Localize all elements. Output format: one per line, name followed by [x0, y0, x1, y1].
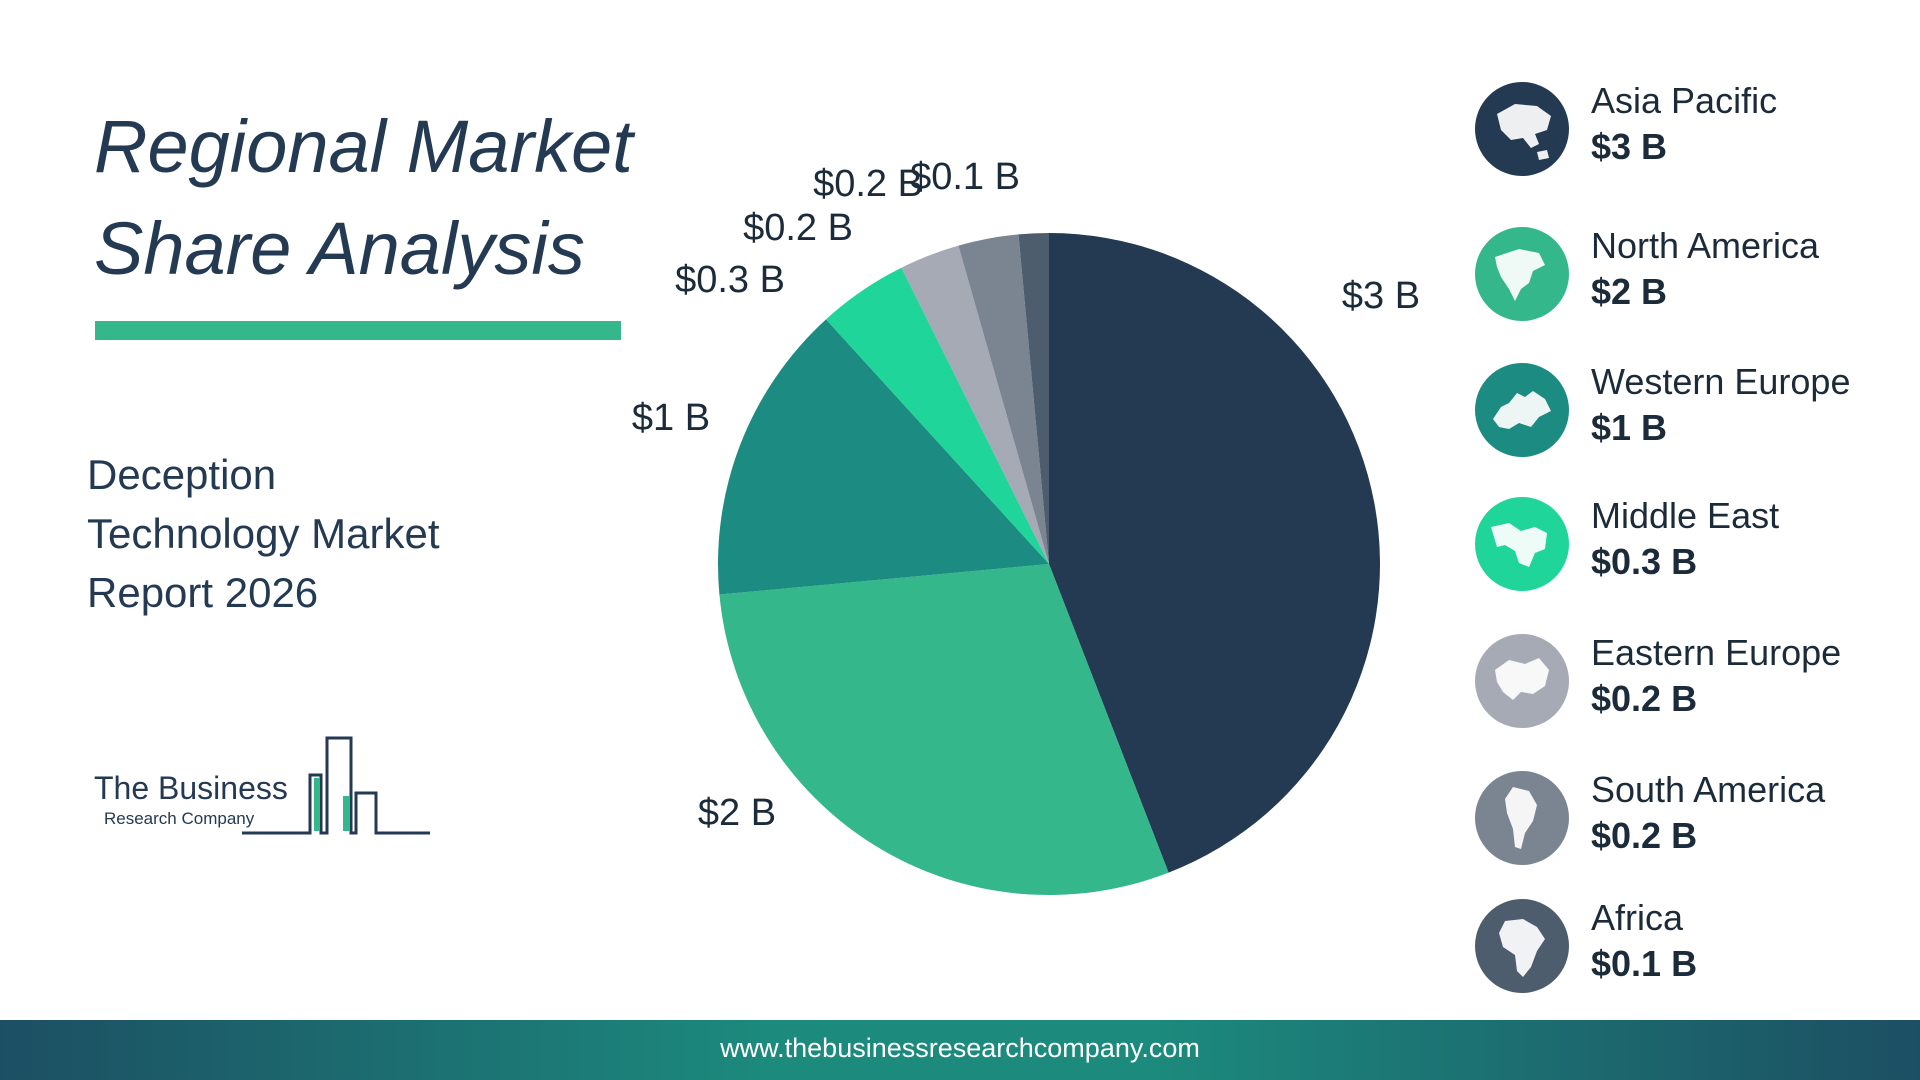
legend-region-name: Western Europe	[1591, 361, 1851, 402]
legend-region-name: North America	[1591, 225, 1820, 266]
subtitle-line-3: Report 2026	[87, 569, 319, 616]
middle-east-globe-icon	[1475, 497, 1569, 591]
slice-label-eastern-europe: $0.2 B	[743, 207, 853, 249]
africa-globe-icon	[1475, 899, 1569, 993]
pie-slice-asia-pacific	[1049, 233, 1380, 873]
slice-label-asia-pacific: $3 B	[1342, 275, 1420, 317]
legend-item-south-america: South America $0.2 B	[1475, 769, 1905, 869]
western-europe-globe-icon	[1475, 363, 1569, 457]
pie-slice-middle-east	[826, 267, 1049, 564]
footer-bar: www.thebusinessresearchcompany.com	[0, 1020, 1920, 1080]
logo-bars-icon	[242, 736, 430, 835]
north-america-globe-icon	[1475, 227, 1569, 321]
logo-text-line-1: The Business	[94, 770, 288, 806]
legend-region-value: $2 B	[1591, 271, 1668, 312]
legend-region-name: Eastern Europe	[1591, 632, 1842, 673]
legend-item-western-europe: Western Europe $1 B	[1475, 361, 1905, 461]
slice-label-south-america: $0.2 B	[813, 163, 923, 205]
legend-item-asia-pacific: Asia Pacific $3 B	[1475, 80, 1905, 180]
page-title: Regional Market Share Analysis	[94, 96, 633, 300]
slice-label-western-europe: $1 B	[632, 397, 710, 439]
subtitle-line-2: Technology Market	[87, 510, 440, 557]
asia-pacific-globe-icon	[1475, 82, 1569, 176]
eastern-europe-globe-icon	[1475, 634, 1569, 728]
legend-region-value: $3 B	[1591, 126, 1668, 167]
legend-region-value: $0.2 B	[1591, 678, 1698, 719]
report-subtitle: Deception Technology Market Report 2026	[87, 445, 440, 622]
legend-region-value: $0.3 B	[1591, 541, 1698, 582]
legend-region-name: Middle East	[1591, 495, 1780, 536]
legend-item-eastern-europe: Eastern Europe $0.2 B	[1475, 632, 1905, 732]
pie-slice-south-america	[958, 234, 1049, 564]
legend-region-name: Africa	[1591, 897, 1684, 938]
company-logo: The Business Research Company	[92, 730, 442, 840]
pie-slice-africa	[1018, 233, 1049, 564]
slice-label-north-america: $2 B	[698, 792, 776, 834]
legend-region-name: South America	[1591, 769, 1826, 810]
logo-text-line-2: Research Company	[104, 809, 255, 828]
pie-chart: $3 B$2 B$1 B$0.3 B$0.2 B$0.2 B$0.1 B	[632, 156, 1420, 895]
legend-item-middle-east: Middle East $0.3 B	[1475, 495, 1905, 595]
south-america-globe-icon	[1475, 771, 1569, 865]
title-line-1: Regional Market	[94, 105, 633, 188]
legend-region-name: Asia Pacific	[1591, 80, 1778, 121]
legend-region-value: $0.2 B	[1591, 815, 1698, 856]
pie-slice-western-europe	[718, 319, 1049, 595]
subtitle-line-1: Deception	[87, 451, 277, 498]
legend-region-value: $1 B	[1591, 407, 1668, 448]
title-line-2: Share Analysis	[94, 207, 585, 290]
pie-slice-north-america	[719, 564, 1169, 895]
slice-label-middle-east: $0.3 B	[675, 259, 785, 301]
pie-slice-eastern-europe	[901, 245, 1049, 564]
slice-label-africa: $0.1 B	[910, 156, 1020, 198]
legend-item-africa: Africa $0.1 B	[1475, 897, 1905, 997]
legend-item-north-america: North America $2 B	[1475, 225, 1905, 325]
legend-region-value: $0.1 B	[1591, 943, 1698, 984]
title-underline	[95, 321, 621, 340]
footer-url[interactable]: www.thebusinessresearchcompany.com	[720, 1033, 1200, 1063]
